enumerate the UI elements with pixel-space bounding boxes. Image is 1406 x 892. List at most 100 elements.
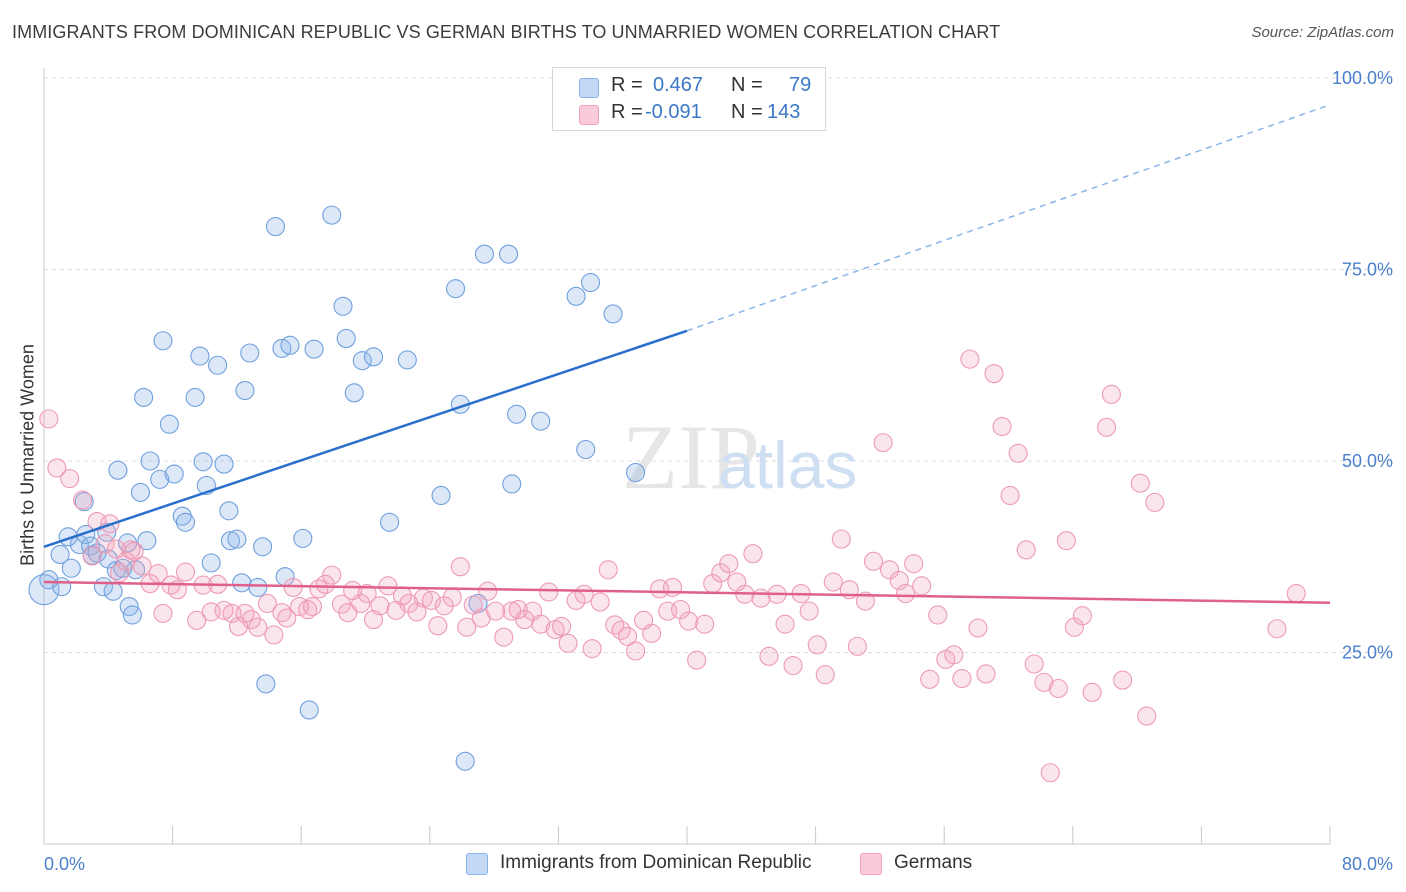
germans-point [82, 546, 102, 566]
germans-point [248, 617, 268, 637]
germans-point [642, 623, 662, 643]
bottom-legend-label-germans: Germans [894, 852, 973, 873]
germans-point [428, 616, 448, 636]
germans-point [1024, 654, 1044, 674]
germans-point [421, 590, 441, 610]
dominican-point [150, 469, 170, 489]
dominican-point [322, 205, 342, 225]
dominican-point [502, 474, 522, 494]
germans-point [1130, 473, 1150, 493]
germans-point [39, 409, 59, 429]
germans-point [486, 601, 506, 621]
germans-point [531, 614, 551, 634]
dominican-point [531, 411, 551, 431]
germans-point [992, 416, 1012, 437]
germans-point [847, 636, 867, 656]
germans-point [823, 572, 843, 592]
germans-point [896, 583, 916, 604]
germans-point [879, 560, 900, 580]
germans-point [148, 564, 168, 584]
dominican-point [220, 531, 241, 551]
germans-point [1064, 617, 1084, 637]
bottom-legend-label-dominican: Immigrants from Dominican Republic [500, 852, 812, 873]
dominican-point [344, 383, 364, 403]
dominican-point [108, 460, 128, 480]
germans-point [775, 614, 795, 634]
dominican-trend-line [43, 329, 688, 548]
dominican-point [363, 347, 384, 367]
germans-point [552, 616, 572, 637]
germans-point [1008, 443, 1028, 463]
germans-point [132, 556, 152, 576]
germans-point [1113, 670, 1133, 690]
germans-point [783, 655, 803, 676]
watermark-atlas: atlas [718, 428, 857, 502]
dominican-point [164, 464, 184, 484]
legend-r-label: R = [611, 74, 643, 96]
germans-trend-line [43, 580, 1331, 604]
axes [43, 68, 1331, 845]
germans-point [378, 576, 398, 596]
y-tick-label: 75.0% [1342, 260, 1393, 280]
dominican-point [474, 244, 495, 264]
dominican-point [580, 272, 601, 293]
germans-point [241, 610, 261, 630]
germans-point [442, 587, 462, 607]
legend-n-value: 143 [767, 101, 801, 123]
germans-point [1101, 384, 1121, 404]
dominican-point [208, 355, 228, 375]
dominican-point [172, 506, 192, 526]
dominican-point [61, 558, 81, 578]
legend-n-label: N = [731, 74, 763, 96]
dominican-point [265, 217, 286, 237]
dominican-point [566, 286, 586, 306]
dominican-point [336, 328, 356, 348]
dominican-point [626, 462, 646, 483]
dominican-point [193, 452, 213, 472]
germans-point [626, 641, 646, 661]
dominican-point [130, 482, 150, 502]
germans-point [960, 349, 980, 369]
correlation-legend: R = 0.467 N = 79 R = -0.091 N = 143 [552, 67, 826, 131]
dominican-point [214, 454, 234, 474]
germans-point [302, 596, 323, 617]
x-tick-label: 80.0% [1342, 854, 1393, 874]
dominican-point [185, 387, 205, 407]
germans-point [1000, 485, 1020, 506]
germans-point [807, 635, 827, 655]
germans-point [751, 588, 771, 608]
germans-point [1016, 540, 1036, 560]
germans-point [873, 433, 893, 453]
germans-point [95, 534, 115, 554]
germans-point [605, 615, 625, 635]
dominican-point [304, 339, 324, 359]
germans-point [687, 650, 707, 670]
germans-point [370, 596, 390, 616]
legend-swatch-germans [579, 105, 599, 125]
germans-point [450, 557, 470, 577]
dominican-point [159, 414, 179, 434]
germans-point [743, 544, 763, 564]
series-dominican-points [28, 205, 646, 771]
germans-point [1040, 763, 1060, 783]
germans-point [116, 551, 136, 571]
legend-n-value: 79 [789, 74, 812, 96]
dominican-point [397, 350, 417, 370]
germans-point [984, 364, 1004, 384]
dominican-point [380, 512, 400, 532]
germans-point [799, 601, 819, 621]
germans-point [47, 458, 67, 478]
dominican-point [175, 512, 196, 532]
germans-point [257, 593, 277, 614]
dominican-point [299, 700, 319, 720]
legend-r-value: 0.467 [653, 74, 704, 96]
dominican-point [455, 751, 475, 771]
legend-r-label: R = [611, 101, 643, 123]
dominican-trend-extension [686, 104, 1331, 332]
germans-point [863, 551, 884, 571]
germans-point [264, 625, 284, 645]
germans-point [855, 591, 875, 611]
germans-point [759, 646, 779, 666]
germans-point [662, 577, 683, 597]
